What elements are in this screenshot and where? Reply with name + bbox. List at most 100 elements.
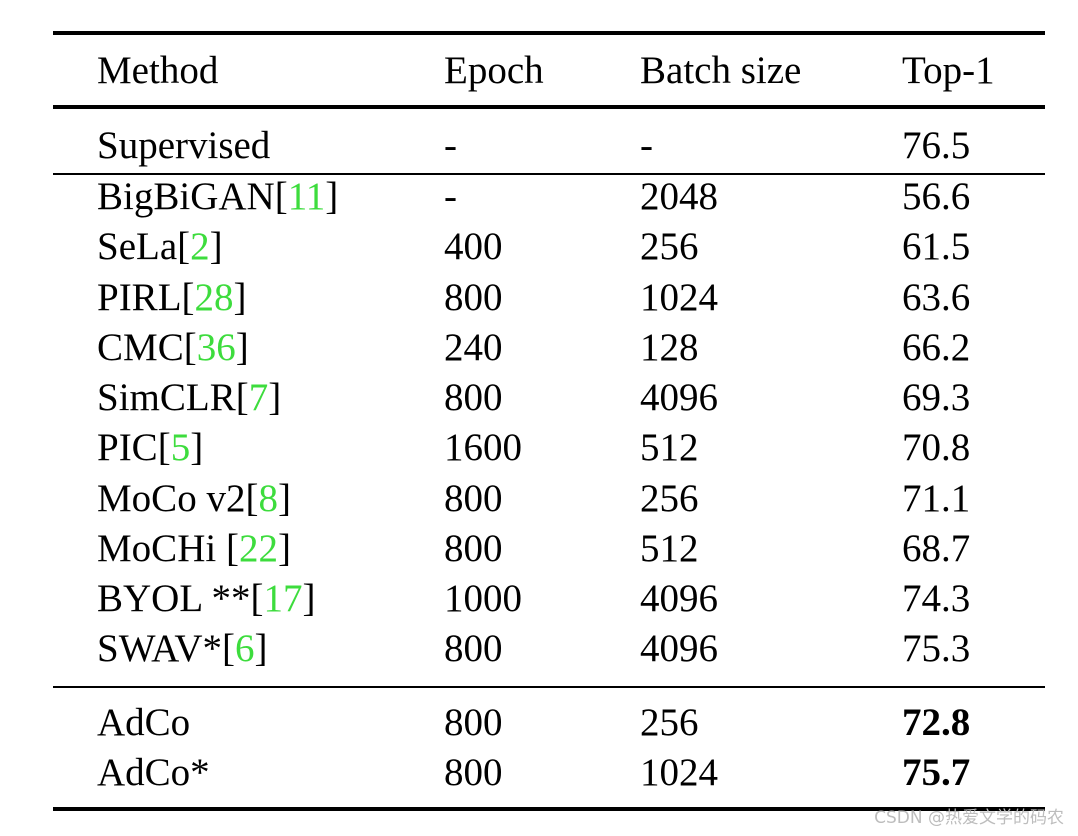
method-cell: SWAV*[6] bbox=[97, 625, 267, 673]
method-cell: BigBiGAN[11] bbox=[97, 173, 338, 221]
table-row: AdCo 800 256 72.8 bbox=[0, 699, 1078, 747]
batch-size-cell: 512 bbox=[640, 527, 699, 570]
top1-cell: 61.5 bbox=[902, 225, 971, 268]
batch-size-cell: 256 bbox=[640, 477, 699, 520]
epoch-cell: 1000 bbox=[444, 577, 522, 620]
epoch-cell: - bbox=[444, 124, 457, 167]
citation-bracket: ] bbox=[235, 326, 249, 369]
table-row: SimCLR[7] 800 4096 69.3 bbox=[0, 374, 1078, 422]
top1-cell: 63.6 bbox=[902, 276, 971, 319]
batch-size-cell: 4096 bbox=[640, 376, 718, 419]
top-rule bbox=[53, 31, 1045, 35]
table-row: AdCo* 800 1024 75.7 bbox=[0, 749, 1078, 797]
bottom-rule bbox=[53, 807, 1045, 811]
citation-bracket: ] bbox=[277, 477, 291, 520]
adco-rule bbox=[53, 686, 1045, 688]
citation-link[interactable]: 5 bbox=[170, 426, 191, 469]
method-name: AdCo bbox=[97, 701, 191, 744]
table-row: BigBiGAN[11] - 2048 56.6 bbox=[0, 173, 1078, 221]
citation-bracket: ] bbox=[277, 527, 291, 570]
epoch-cell: 400 bbox=[444, 225, 503, 268]
epoch-cell: 800 bbox=[444, 477, 503, 520]
table-row: BYOL **[17] 1000 4096 74.3 bbox=[0, 575, 1078, 623]
citation-link[interactable]: 36 bbox=[196, 326, 236, 369]
header-top1: Top-1 bbox=[902, 49, 995, 92]
batch-size-cell: 1024 bbox=[640, 276, 718, 319]
citation-bracket: ] bbox=[325, 175, 339, 218]
table-row: SeLa[2] 400 256 61.5 bbox=[0, 223, 1078, 271]
method-cell: Supervised bbox=[97, 122, 270, 170]
batch-size-cell: 4096 bbox=[640, 627, 718, 670]
epoch-cell: 800 bbox=[444, 527, 503, 570]
method-name: MoCHi [ bbox=[97, 527, 239, 570]
epoch-cell: 240 bbox=[444, 326, 503, 369]
epoch-cell: 800 bbox=[444, 751, 503, 794]
top1-cell: 56.6 bbox=[902, 175, 971, 218]
top1-cell: 70.8 bbox=[902, 426, 971, 469]
method-name: MoCo v2[ bbox=[97, 477, 259, 520]
table-row: MoCHi [22] 800 512 68.7 bbox=[0, 525, 1078, 573]
citation-bracket: ] bbox=[190, 426, 204, 469]
method-name: SimCLR[ bbox=[97, 376, 249, 419]
header-row: Method Epoch Batch size Top-1 bbox=[0, 47, 1078, 95]
epoch-cell: 800 bbox=[444, 701, 503, 744]
method-name: PIRL[ bbox=[97, 276, 195, 319]
method-name: BYOL **[ bbox=[97, 577, 264, 620]
table-row: CMC[36] 240 128 66.2 bbox=[0, 324, 1078, 372]
method-cell: BYOL **[17] bbox=[97, 575, 315, 623]
top1-cell: 75.3 bbox=[902, 627, 971, 670]
header-epoch: Epoch bbox=[444, 49, 544, 92]
batch-size-cell: 256 bbox=[640, 701, 699, 744]
table-row: PIC[5] 1600 512 70.8 bbox=[0, 424, 1078, 472]
method-cell: MoCHi [22] bbox=[97, 525, 291, 573]
citation-bracket: ] bbox=[254, 627, 268, 670]
top1-cell: 69.3 bbox=[902, 376, 971, 419]
citation-link[interactable]: 7 bbox=[248, 376, 269, 419]
header-rule bbox=[53, 105, 1045, 109]
table-row: MoCo v2[8] 800 256 71.1 bbox=[0, 475, 1078, 523]
table-row: Supervised - - 76.5 bbox=[0, 122, 1078, 170]
method-cell: PIC[5] bbox=[97, 424, 203, 472]
batch-size-cell: 4096 bbox=[640, 577, 718, 620]
method-cell: MoCo v2[8] bbox=[97, 475, 291, 523]
citation-bracket: ] bbox=[302, 577, 316, 620]
batch-size-cell: 1024 bbox=[640, 751, 718, 794]
method-name: BigBiGAN[ bbox=[97, 175, 288, 218]
method-cell: AdCo* bbox=[97, 749, 210, 797]
header-batch-size: Batch size bbox=[640, 49, 802, 92]
epoch-cell: 1600 bbox=[444, 426, 522, 469]
method-cell: AdCo bbox=[97, 699, 190, 747]
citation-link[interactable]: 6 bbox=[234, 627, 255, 670]
method-name: SWAV*[ bbox=[97, 627, 235, 670]
top1-cell: 71.1 bbox=[902, 477, 971, 520]
citation-link[interactable]: 11 bbox=[287, 175, 326, 218]
top1-cell: 72.8 bbox=[902, 701, 971, 744]
citation-link[interactable]: 17 bbox=[263, 577, 303, 620]
table-row: PIRL[28] 800 1024 63.6 bbox=[0, 274, 1078, 322]
method-cell: SimCLR[7] bbox=[97, 374, 281, 422]
top1-cell: 74.3 bbox=[902, 577, 971, 620]
citation-link[interactable]: 2 bbox=[190, 225, 210, 268]
batch-size-cell: 256 bbox=[640, 225, 699, 268]
citation-link[interactable]: 22 bbox=[238, 527, 278, 570]
batch-size-cell: 2048 bbox=[640, 175, 718, 218]
method-name: CMC[ bbox=[97, 326, 197, 369]
citation-link[interactable]: 8 bbox=[258, 477, 278, 520]
method-name: SeLa[ bbox=[97, 225, 191, 268]
batch-size-cell: 512 bbox=[640, 426, 699, 469]
method-cell: CMC[36] bbox=[97, 324, 249, 372]
supervised-rule bbox=[53, 173, 1045, 175]
batch-size-cell: - bbox=[640, 124, 653, 167]
batch-size-cell: 128 bbox=[640, 326, 699, 369]
epoch-cell: 800 bbox=[444, 276, 503, 319]
method-name: AdCo* bbox=[97, 751, 210, 794]
epoch-cell: 800 bbox=[444, 376, 503, 419]
epoch-cell: 800 bbox=[444, 627, 503, 670]
epoch-cell: - bbox=[444, 175, 457, 218]
top1-cell: 68.7 bbox=[902, 527, 971, 570]
citation-bracket: ] bbox=[209, 225, 223, 268]
header-method: Method bbox=[97, 49, 219, 92]
watermark: CSDN @热爱文学的码农 bbox=[874, 808, 1064, 828]
citation-link[interactable]: 28 bbox=[194, 276, 234, 319]
top1-cell: 76.5 bbox=[902, 124, 971, 167]
